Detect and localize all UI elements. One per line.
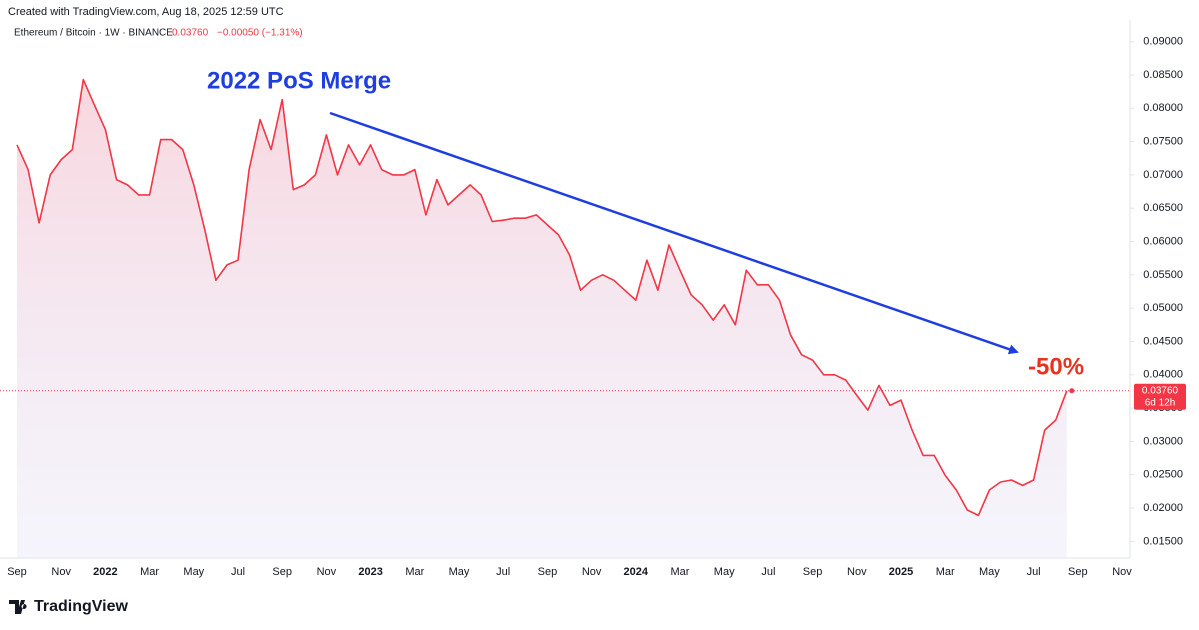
price-line — [16, 78, 1068, 517]
area-fill — [17, 79, 1067, 558]
x-tick-label: Mar — [405, 566, 424, 578]
y-tick-label: 0.07500 — [1143, 136, 1183, 148]
annotation-merge: 2022 PoS Merge — [207, 67, 391, 94]
x-tick-label: Sep — [7, 566, 27, 578]
y-tick-label: 0.08500 — [1143, 69, 1183, 81]
x-tick-label: Jul — [496, 566, 510, 578]
x-tick-label: May — [714, 566, 735, 578]
y-tick-label: 0.07000 — [1143, 169, 1183, 181]
header-change: −0.00050 (−1.31%) — [217, 28, 303, 39]
last-price-box — [1134, 383, 1186, 410]
y-tick-label: 0.08000 — [1143, 102, 1183, 114]
last-price-label: 0.03760 — [1142, 385, 1179, 396]
y-tick-label: 0.06500 — [1143, 202, 1183, 214]
x-tick-label: Sep — [272, 566, 292, 578]
logo-icon — [9, 600, 27, 614]
x-tick-label: Nov — [317, 566, 337, 578]
created-note: Created with TradingView.com, Aug 18, 20… — [8, 6, 284, 18]
x-tick-label: Jul — [231, 566, 245, 578]
y-tick-label: 0.05500 — [1143, 269, 1183, 281]
x-tick-label: Sep — [803, 566, 823, 578]
logo-text: TradingView — [34, 598, 129, 615]
annotation-drop: -50% — [1028, 353, 1084, 380]
y-tick-label: 0.02000 — [1143, 502, 1183, 514]
x-tick-label: Mar — [671, 566, 690, 578]
x-tick-label: 2024 — [624, 566, 649, 578]
x-tick-label: Nov — [51, 566, 71, 578]
countdown-label: 6d 12h — [1145, 397, 1176, 408]
x-tick-label: 2025 — [889, 566, 913, 578]
y-tick-label: 0.05000 — [1143, 302, 1183, 314]
x-tick-label: May — [449, 566, 470, 578]
trend-arrow — [329, 111, 1019, 355]
x-tick-label: Nov — [847, 566, 867, 578]
x-tick-label: Jul — [761, 566, 775, 578]
x-tick-label: Sep — [538, 566, 558, 578]
y-tick-label: 0.09000 — [1143, 36, 1183, 48]
x-tick-label: May — [183, 566, 204, 578]
x-tick-label: Mar — [936, 566, 955, 578]
y-tick-label: 0.02500 — [1143, 469, 1183, 481]
x-tick-label: 2023 — [358, 566, 382, 578]
x-tick-label: May — [979, 566, 1000, 578]
y-tick-label: 0.04000 — [1143, 369, 1183, 381]
y-tick-label: 0.03000 — [1143, 435, 1183, 447]
header-price: 0.03760 — [172, 28, 209, 39]
y-tick-label: 0.06000 — [1143, 235, 1183, 247]
y-tick-label: 0.04500 — [1143, 335, 1183, 347]
x-tick-label: Nov — [582, 566, 602, 578]
x-tick-label: Nov — [1112, 566, 1132, 578]
x-tick-label: 2022 — [93, 566, 117, 578]
symbol: Ethereum / Bitcoin · 1W · BINANCE — [14, 28, 173, 39]
x-tick-label: Sep — [1068, 566, 1088, 578]
x-tick-label: Mar — [140, 566, 159, 578]
y-tick-label: 0.01500 — [1143, 535, 1183, 547]
x-tick-label: Jul — [1027, 566, 1041, 578]
plot — [16, 78, 1075, 558]
footer-logo: TradingView — [9, 598, 129, 615]
